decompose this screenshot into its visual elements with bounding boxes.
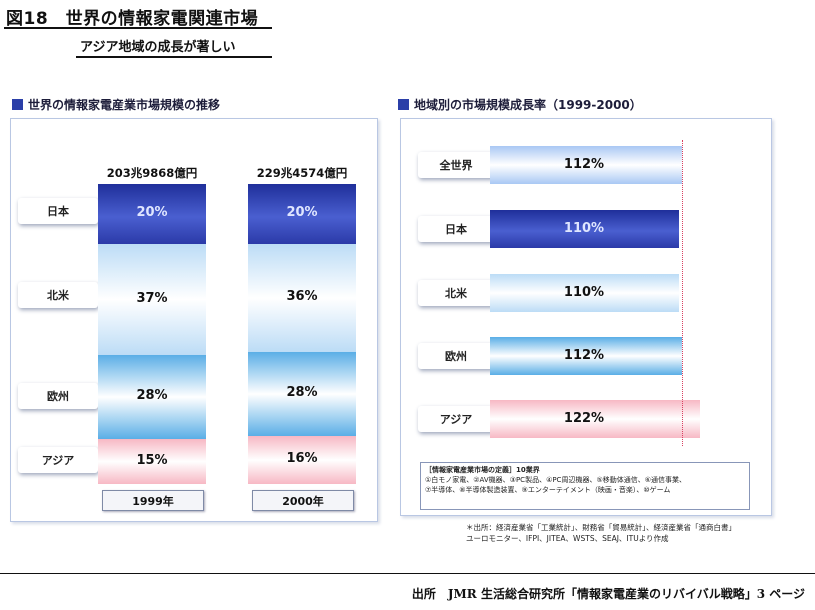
legend-pill-europe: 欧州 [18,383,98,409]
segment-label-europe: 28% [286,385,318,400]
left-chart-title-text: 世界の情報家電産業市場規模の推移 [28,98,221,112]
growth-bar-world [490,146,683,184]
right-chart-title-text: 地域別の市場規模成長率（1999-2000） [414,98,642,112]
definition-line-1: ①白モノ家電、②AV機器、③PC製品、④PC周辺機器、⑤移動体通信、⑥通信事業、 [425,476,686,484]
total-label: 203兆9868億円 [106,166,198,180]
bar-segment-asia [248,436,356,484]
figure-title: 図18 世界の情報家電関連市場 [6,9,259,29]
growth-value-world: 112% [563,157,605,172]
bar-segment-japan [248,184,356,244]
segment-label-asia: 16% [286,451,318,466]
region-pill-world: 全世界 [418,152,494,178]
subtitle-underline [76,56,272,58]
segment-label-north-america: 36% [286,289,318,304]
region-pill-asia: アジア [418,406,494,432]
definition-box: ［情報家電産業市場の定義］10業界 ①白モノ家電、②AV機器、③PC製品、④PC… [420,462,750,510]
source-citation: 出所 JMR 生活総合研究所「情報家電産業のリバイバル戦略」3 ページ [411,587,805,601]
source-note-line-1: ＊出所：経済産業省「工業統計」、財務省「貿易統計」、経済産業省「通商白書」 [466,523,736,532]
bar-segment-japan [98,184,206,244]
region-pill-japan: 日本 [418,216,494,242]
title-square-icon [398,99,409,110]
figure-subtitle: アジア地域の成長が著しい [80,40,236,55]
growth-value-asia: 122% [563,411,605,426]
bar-segment-north-america [98,244,206,355]
year-label: 2000年 [252,490,354,511]
definition-title: ［情報家電産業市場の定義］10業界 [425,466,540,474]
region-pill-europe: 欧州 [418,343,494,369]
title-underline [4,27,272,29]
right-chart-panel [400,118,772,516]
growth-bar-north-america [490,274,679,312]
growth-bar-europe [490,337,683,375]
growth-value-europe: 112% [563,348,605,363]
legend-pill-north-america: 北米 [18,282,98,308]
growth-bar-asia [490,400,700,438]
chart-source-note: ＊出所：経済産業省「工業統計」、財務省「貿易統計」、経済産業省「通商白書」 ユー… [466,522,796,544]
growth-value-japan: 110% [563,221,605,236]
bottom-rule [0,573,815,574]
legend-pill-japan: 日本 [18,198,98,224]
source-note-line-2: ユーロモニター、IFPI、JITEA、WSTS、SEAJ、ITUより作成 [466,534,669,543]
growth-bar-japan [490,210,679,248]
right-chart-title: 地域別の市場規模成長率（1999-2000） [398,96,642,113]
bar-segment-asia [98,439,206,484]
year-label: 1999年 [102,490,204,511]
legend-pill-asia: アジア [18,447,98,473]
bar-segment-north-america [248,244,356,352]
segment-label-japan: 20% [286,205,318,220]
region-pill-north-america: 北米 [418,280,494,306]
segment-label-japan: 20% [136,205,168,220]
segment-label-asia: 15% [136,452,168,468]
growth-value-north-america: 110% [563,285,605,300]
bar-segment-europe [248,352,356,436]
segment-label-europe: 28% [136,388,168,403]
definition-line-2: ⑦半導体、⑧半導体製造装置、⑨エンターテイメント（映画・音楽）、⑩ゲーム [425,486,671,494]
total-label: 229兆4574億円 [256,166,348,180]
reference-dotted-line [682,140,684,446]
left-chart-title: 世界の情報家電産業市場規模の推移 [12,96,220,113]
segment-label-north-america: 37% [136,290,168,306]
bar-segment-europe [98,355,206,439]
title-square-icon [12,99,23,110]
